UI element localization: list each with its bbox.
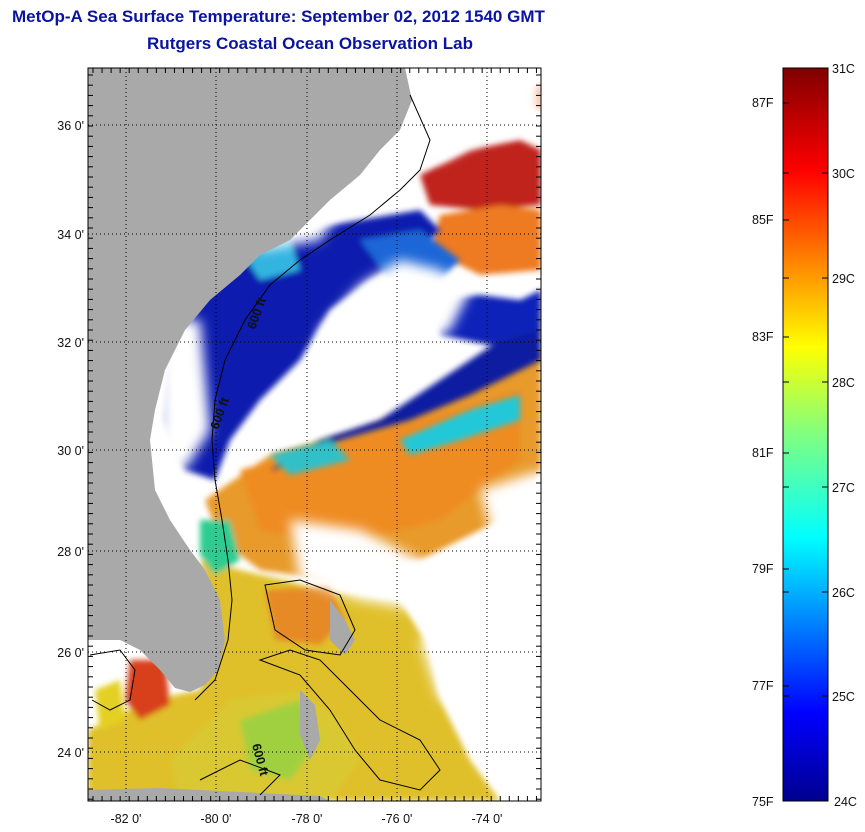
fahrenheit-label: 81F — [752, 446, 774, 460]
lat-label: 32 0' — [57, 336, 84, 350]
map-frame — [87, 67, 542, 802]
map-subtitle: Rutgers Coastal Ocean Observation Lab — [147, 34, 473, 53]
cloud-cover — [160, 70, 541, 700]
celsius-label: 26C — [832, 586, 855, 600]
map-tick-marks — [88, 68, 541, 801]
lat-label: 24 0' — [57, 746, 84, 760]
lat-label: 30 0' — [57, 444, 84, 458]
fahrenheit-label: 83F — [752, 330, 774, 344]
lon-label: -82 0' — [111, 812, 142, 826]
lat-label: 28 0' — [57, 545, 84, 559]
colorbar-ticks — [783, 102, 828, 697]
celsius-label: 25C — [832, 690, 855, 704]
map-title: MetOp-A Sea Surface Temperature: Septemb… — [12, 7, 545, 26]
lat-label: 36 0' — [57, 119, 84, 133]
fahrenheit-label: 79F — [752, 562, 774, 576]
fahrenheit-label: 85F — [752, 213, 774, 227]
lat-label: 26 0' — [57, 646, 84, 660]
fahrenheit-label: 77F — [752, 679, 774, 693]
colorbar — [782, 67, 829, 802]
latitude-labels: 36 0' 34 0' 32 0' 30 0' 28 0' 26 0' 24 0… — [57, 119, 84, 760]
lon-label: -78 0' — [292, 812, 323, 826]
celsius-label: 28C — [832, 376, 855, 390]
map-plot-area: 600 ft 600 ft 600 ft — [88, 68, 541, 801]
lon-label: -80 0' — [201, 812, 232, 826]
longitude-labels: -82 0' -80 0' -78 0' -76 0' -74 0' — [111, 812, 503, 826]
celsius-label: 30C — [832, 167, 855, 181]
celsius-label: 31C — [832, 62, 855, 76]
lon-label: -74 0' — [472, 812, 503, 826]
celsius-label: 29C — [832, 272, 855, 286]
isobath-contours — [89, 94, 441, 796]
lat-label: 34 0' — [57, 228, 84, 242]
fahrenheit-label: 87F — [752, 96, 774, 110]
fahrenheit-label: 75F — [752, 795, 774, 809]
lon-label: -76 0' — [382, 812, 413, 826]
celsius-label: 24C — [834, 795, 857, 809]
celsius-label: 27C — [832, 481, 855, 495]
